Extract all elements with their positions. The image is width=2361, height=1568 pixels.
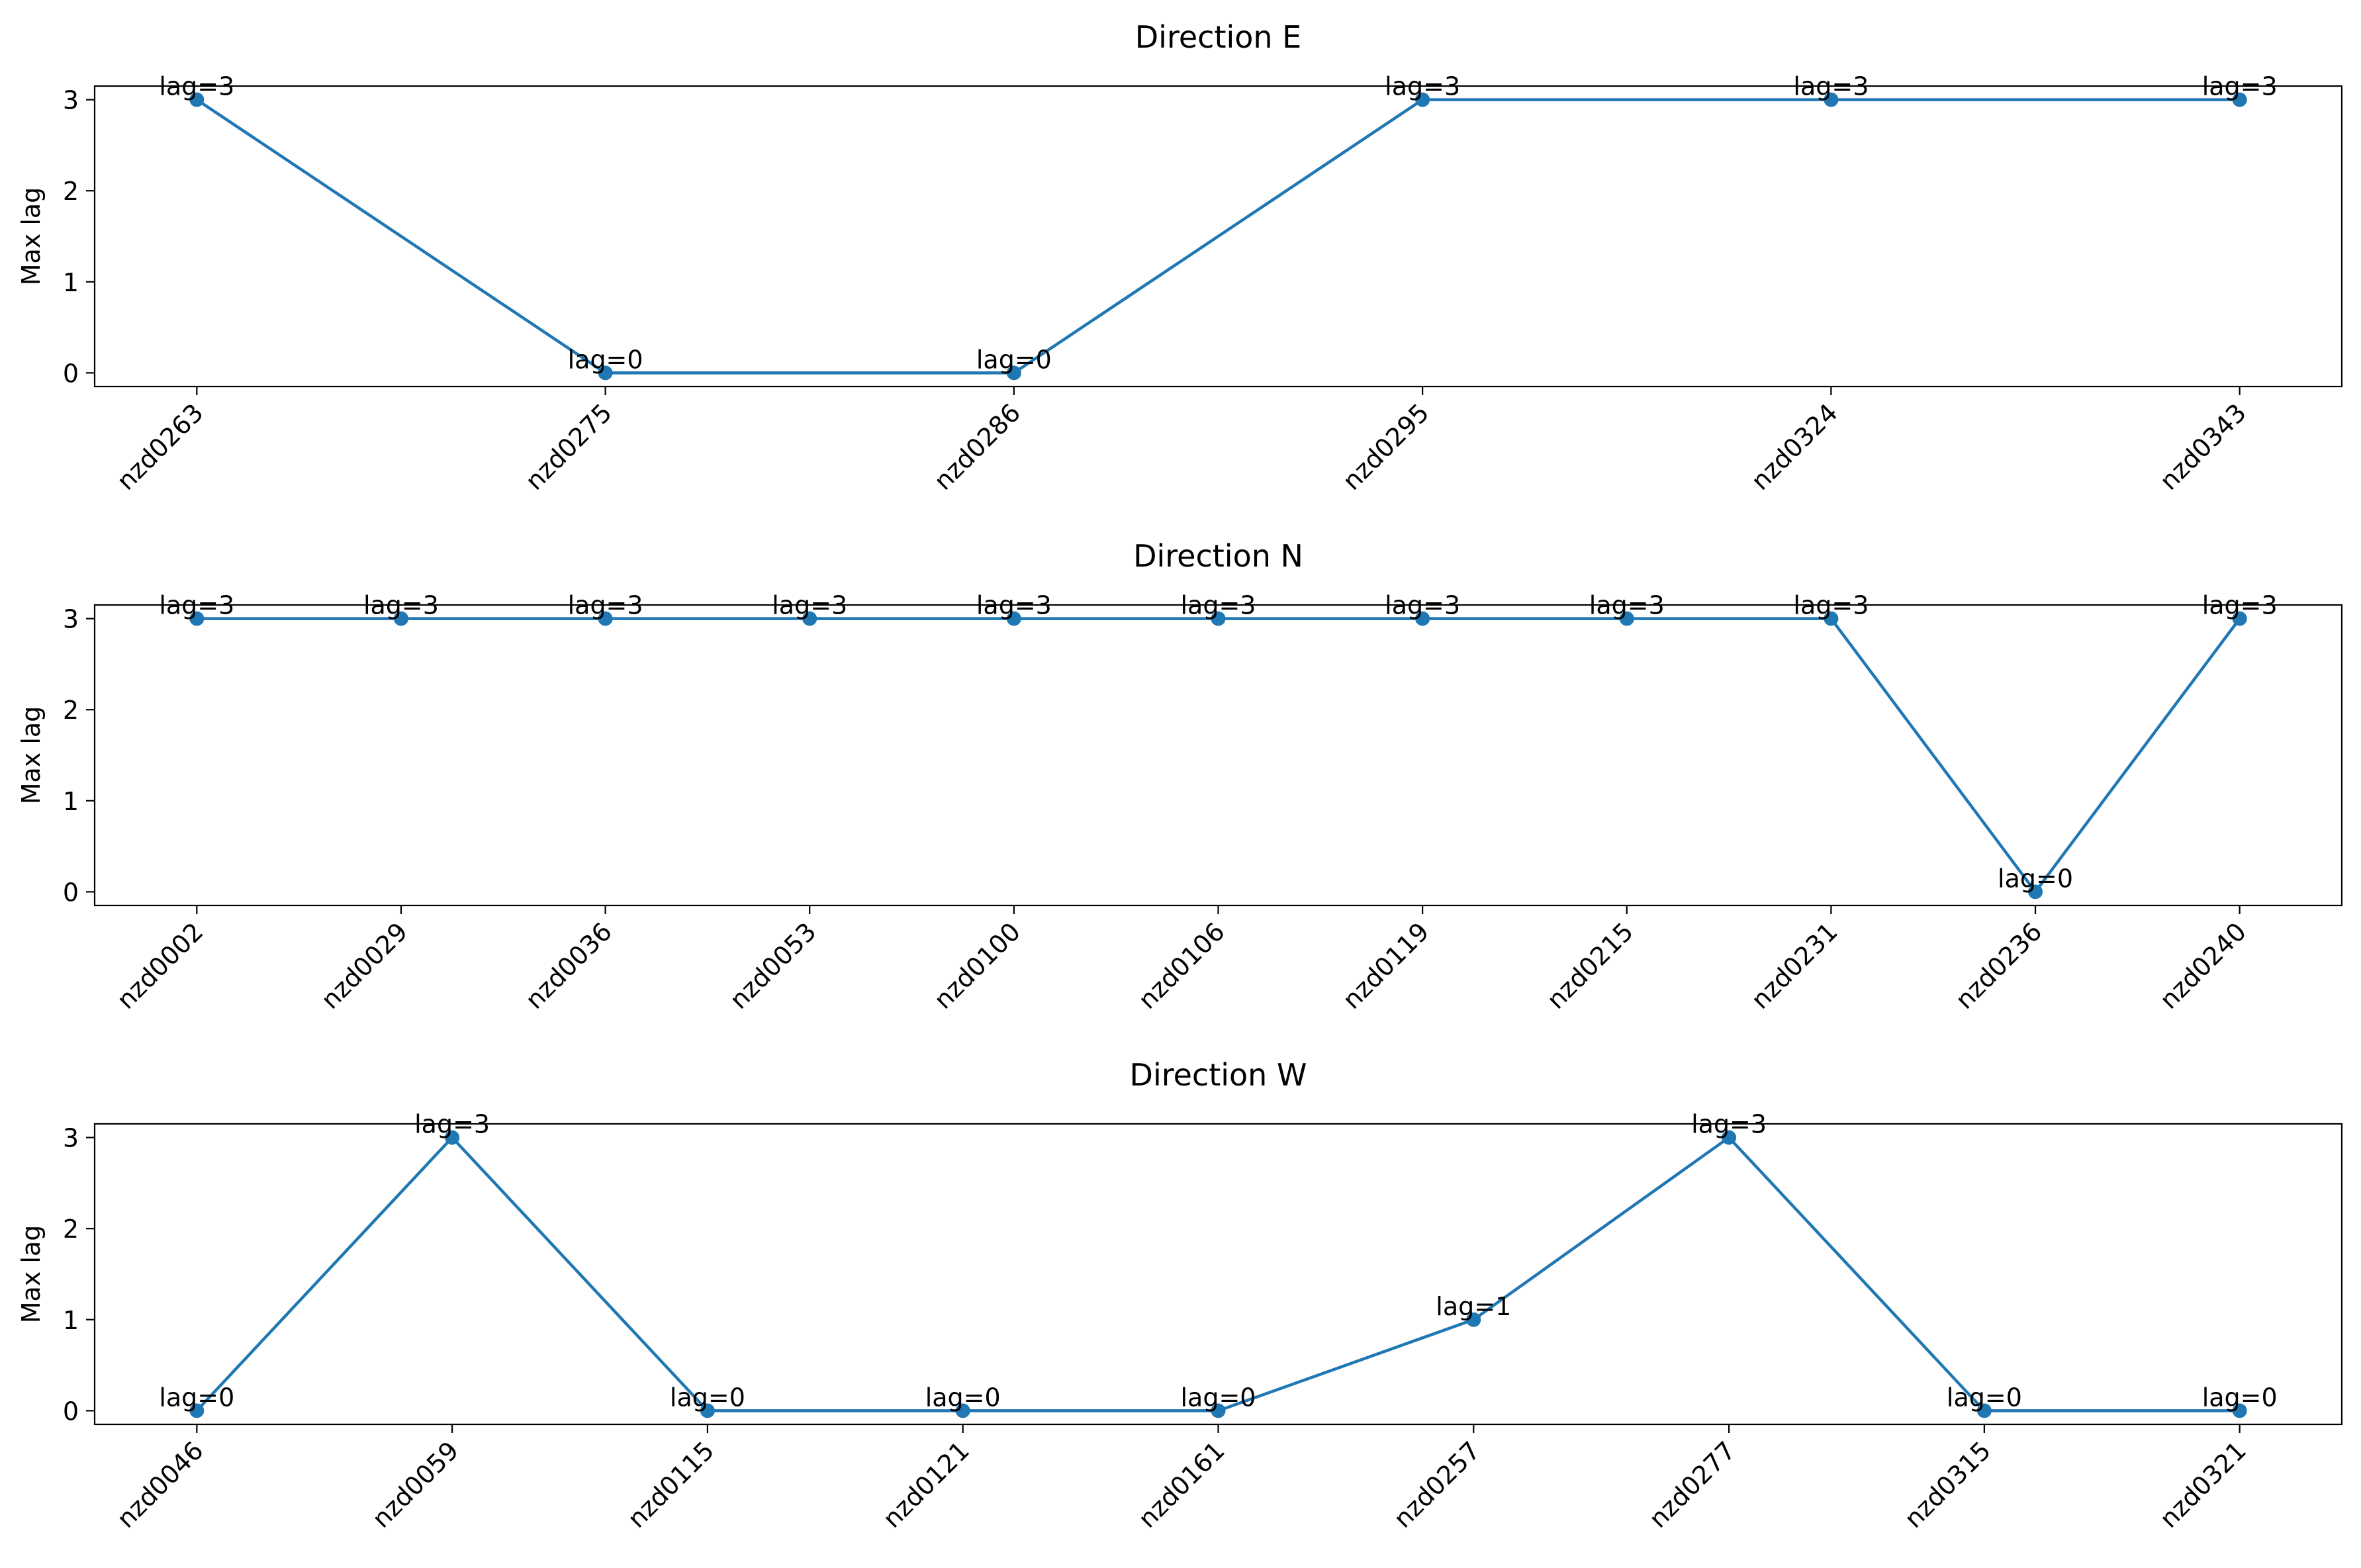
data-point: [1211, 1403, 1226, 1418]
data-point: [598, 611, 613, 626]
data-label: lag=0: [670, 1383, 745, 1412]
y-tick-label: 2: [63, 1215, 79, 1244]
y-tick-label: 0: [63, 359, 79, 388]
data-point: [445, 1130, 460, 1145]
data-point: [700, 1403, 715, 1418]
plot-frame: [93, 1123, 2343, 1426]
data-point: [1415, 611, 1430, 626]
data-label: lag=0: [976, 345, 1052, 374]
data-label: lag=0: [1998, 864, 2073, 893]
data-point: [189, 92, 205, 107]
y-tick-label: 1: [63, 268, 79, 297]
data-point: [393, 611, 408, 626]
data-point: [189, 611, 205, 626]
data-point: [1824, 92, 1839, 107]
data-point: [1211, 611, 1226, 626]
data-point: [1006, 611, 1021, 626]
data-point: [1824, 611, 1839, 626]
data-point: [189, 1403, 205, 1418]
data-point: [598, 365, 613, 381]
y-tick-label: 0: [63, 878, 79, 907]
plot-frame: [93, 604, 2343, 907]
data-point: [2232, 611, 2247, 626]
chart-title: Direction W: [1130, 1057, 1307, 1093]
y-tick-label: 3: [63, 605, 79, 634]
data-point: [2232, 1403, 2247, 1418]
data-label: lag=0: [925, 1383, 1001, 1412]
data-label: lag=0: [1947, 1383, 2022, 1412]
y-tick-label: 2: [63, 177, 79, 206]
data-label: lag=1: [1436, 1292, 1511, 1321]
series-line: [196, 98, 2240, 375]
data-point: [2028, 884, 2043, 899]
y-axis-label: Max lag: [17, 187, 46, 286]
y-tick-label: 1: [63, 787, 79, 816]
data-label: lag=0: [2202, 1383, 2278, 1412]
y-axis-label: Max lag: [17, 706, 46, 805]
y-tick-label: 2: [63, 696, 79, 725]
y-tick-label: 0: [63, 1397, 79, 1426]
data-label: lag=0: [1181, 1383, 1256, 1412]
data-point: [1976, 1403, 1992, 1418]
y-tick-label: 3: [63, 86, 79, 115]
y-axis-label: Max lag: [17, 1225, 46, 1324]
y-tick-label: 3: [63, 1124, 79, 1153]
data-label: lag=0: [568, 345, 643, 374]
data-point: [1415, 92, 1430, 107]
data-point: [802, 611, 817, 626]
plot-frame: [93, 85, 2343, 388]
data-point: [2232, 92, 2247, 107]
data-point: [955, 1403, 970, 1418]
chart-title: Direction E: [1135, 19, 1302, 55]
data-point: [1466, 1312, 1481, 1327]
data-label: lag=0: [159, 1383, 234, 1412]
y-tick-label: 1: [63, 1306, 79, 1335]
data-point: [1006, 365, 1021, 381]
data-point: [1619, 611, 1634, 626]
chart-title: Direction N: [1133, 538, 1303, 574]
data-point: [1722, 1130, 1737, 1145]
